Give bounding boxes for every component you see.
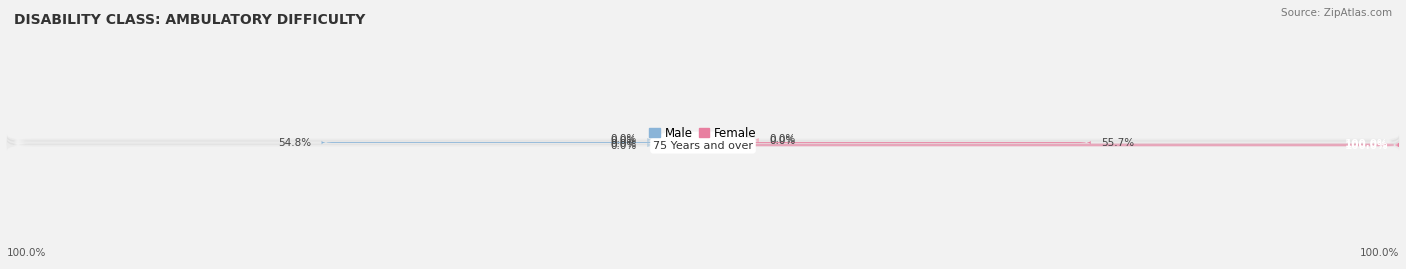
- FancyBboxPatch shape: [647, 144, 703, 148]
- FancyBboxPatch shape: [647, 139, 703, 143]
- FancyBboxPatch shape: [7, 134, 1399, 144]
- Text: DISABILITY CLASS: AMBULATORY DIFFICULTY: DISABILITY CLASS: AMBULATORY DIFFICULTY: [14, 13, 366, 27]
- Text: 54.8%: 54.8%: [278, 137, 311, 148]
- Text: 0.0%: 0.0%: [610, 139, 637, 149]
- Text: 0.0%: 0.0%: [610, 134, 637, 144]
- FancyBboxPatch shape: [7, 139, 1399, 149]
- Text: 0.0%: 0.0%: [610, 136, 637, 146]
- Text: 65 to 74 Years: 65 to 74 Years: [664, 139, 742, 149]
- FancyBboxPatch shape: [647, 142, 703, 146]
- Text: 100.0%: 100.0%: [1346, 141, 1389, 151]
- Text: 5 to 17 Years: 5 to 17 Years: [666, 134, 740, 144]
- Text: Source: ZipAtlas.com: Source: ZipAtlas.com: [1281, 8, 1392, 18]
- FancyBboxPatch shape: [703, 137, 759, 141]
- Text: 18 to 34 Years: 18 to 34 Years: [664, 136, 742, 146]
- Text: 75 Years and over: 75 Years and over: [652, 141, 754, 151]
- Text: 35 to 64 Years: 35 to 64 Years: [664, 137, 742, 148]
- FancyBboxPatch shape: [322, 141, 703, 144]
- FancyBboxPatch shape: [703, 139, 759, 143]
- Text: 0.0%: 0.0%: [610, 141, 637, 151]
- Text: 100.0%: 100.0%: [7, 248, 46, 258]
- FancyBboxPatch shape: [703, 141, 1091, 144]
- FancyBboxPatch shape: [703, 142, 1399, 146]
- FancyBboxPatch shape: [703, 144, 1399, 148]
- Text: 100.0%: 100.0%: [1346, 139, 1389, 149]
- Text: 55.7%: 55.7%: [1101, 137, 1135, 148]
- Text: 0.0%: 0.0%: [769, 136, 796, 146]
- Text: 0.0%: 0.0%: [769, 134, 796, 144]
- FancyBboxPatch shape: [7, 136, 1399, 146]
- Legend: Male, Female: Male, Female: [645, 122, 761, 144]
- Text: 100.0%: 100.0%: [1360, 248, 1399, 258]
- FancyBboxPatch shape: [647, 137, 703, 141]
- FancyBboxPatch shape: [7, 141, 1399, 151]
- FancyBboxPatch shape: [7, 138, 1399, 147]
